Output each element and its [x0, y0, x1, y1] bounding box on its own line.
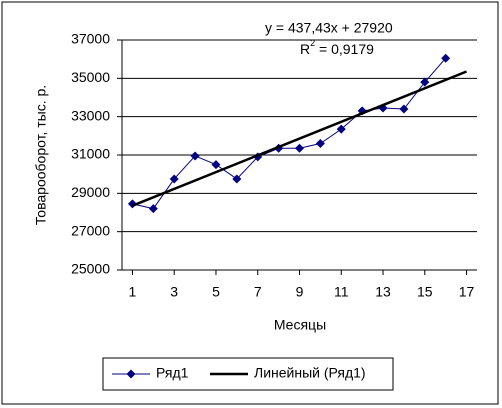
marker	[441, 53, 451, 63]
y-tick-label: 33000	[71, 107, 110, 123]
y-tick-label: 37000	[71, 31, 110, 47]
legend-label: Линейный (Ряд1)	[254, 365, 366, 381]
x-tick-label: 11	[334, 284, 349, 300]
x-tick-label: 13	[375, 284, 391, 300]
marker	[232, 174, 242, 184]
marker	[127, 199, 137, 209]
y-tick-label: 25000	[71, 261, 110, 277]
data-line	[132, 57, 447, 210]
trend-equation: y = 437,43x + 27920	[265, 20, 393, 36]
legend-marker	[126, 369, 136, 379]
r2-sup: 2	[310, 38, 315, 48]
marker	[336, 124, 346, 134]
trend-r2: R2 = 0,9179	[300, 38, 374, 56]
r2-base: R	[300, 41, 310, 57]
x-tick-label: 1	[129, 284, 137, 300]
marker	[420, 77, 430, 87]
y-tick-label: 31000	[71, 146, 110, 162]
x-tick-label: 3	[170, 284, 178, 300]
x-axis-title: Месяцы	[274, 317, 326, 333]
marker	[211, 160, 221, 170]
r2-rest: = 0,9179	[315, 41, 374, 57]
marker	[190, 151, 200, 161]
x-tick-label: 5	[212, 284, 220, 300]
x-tick-label: 15	[417, 284, 433, 300]
x-tick-label: 9	[296, 284, 304, 300]
y-axis-title: Товарооборот, тыс. р.	[33, 85, 49, 225]
y-tick-label: 35000	[71, 69, 110, 85]
legend-label: Ряд1	[156, 365, 189, 381]
x-tick-label: 7	[254, 284, 262, 300]
marker	[169, 174, 179, 184]
marker	[399, 104, 409, 114]
marker	[295, 143, 304, 153]
y-tick-label: 29000	[71, 184, 110, 200]
marker	[315, 139, 325, 148]
marker	[148, 204, 158, 214]
x-tick-label: 17	[459, 284, 475, 300]
y-tick-label: 27000	[71, 222, 110, 238]
trend-line	[131, 70, 468, 207]
